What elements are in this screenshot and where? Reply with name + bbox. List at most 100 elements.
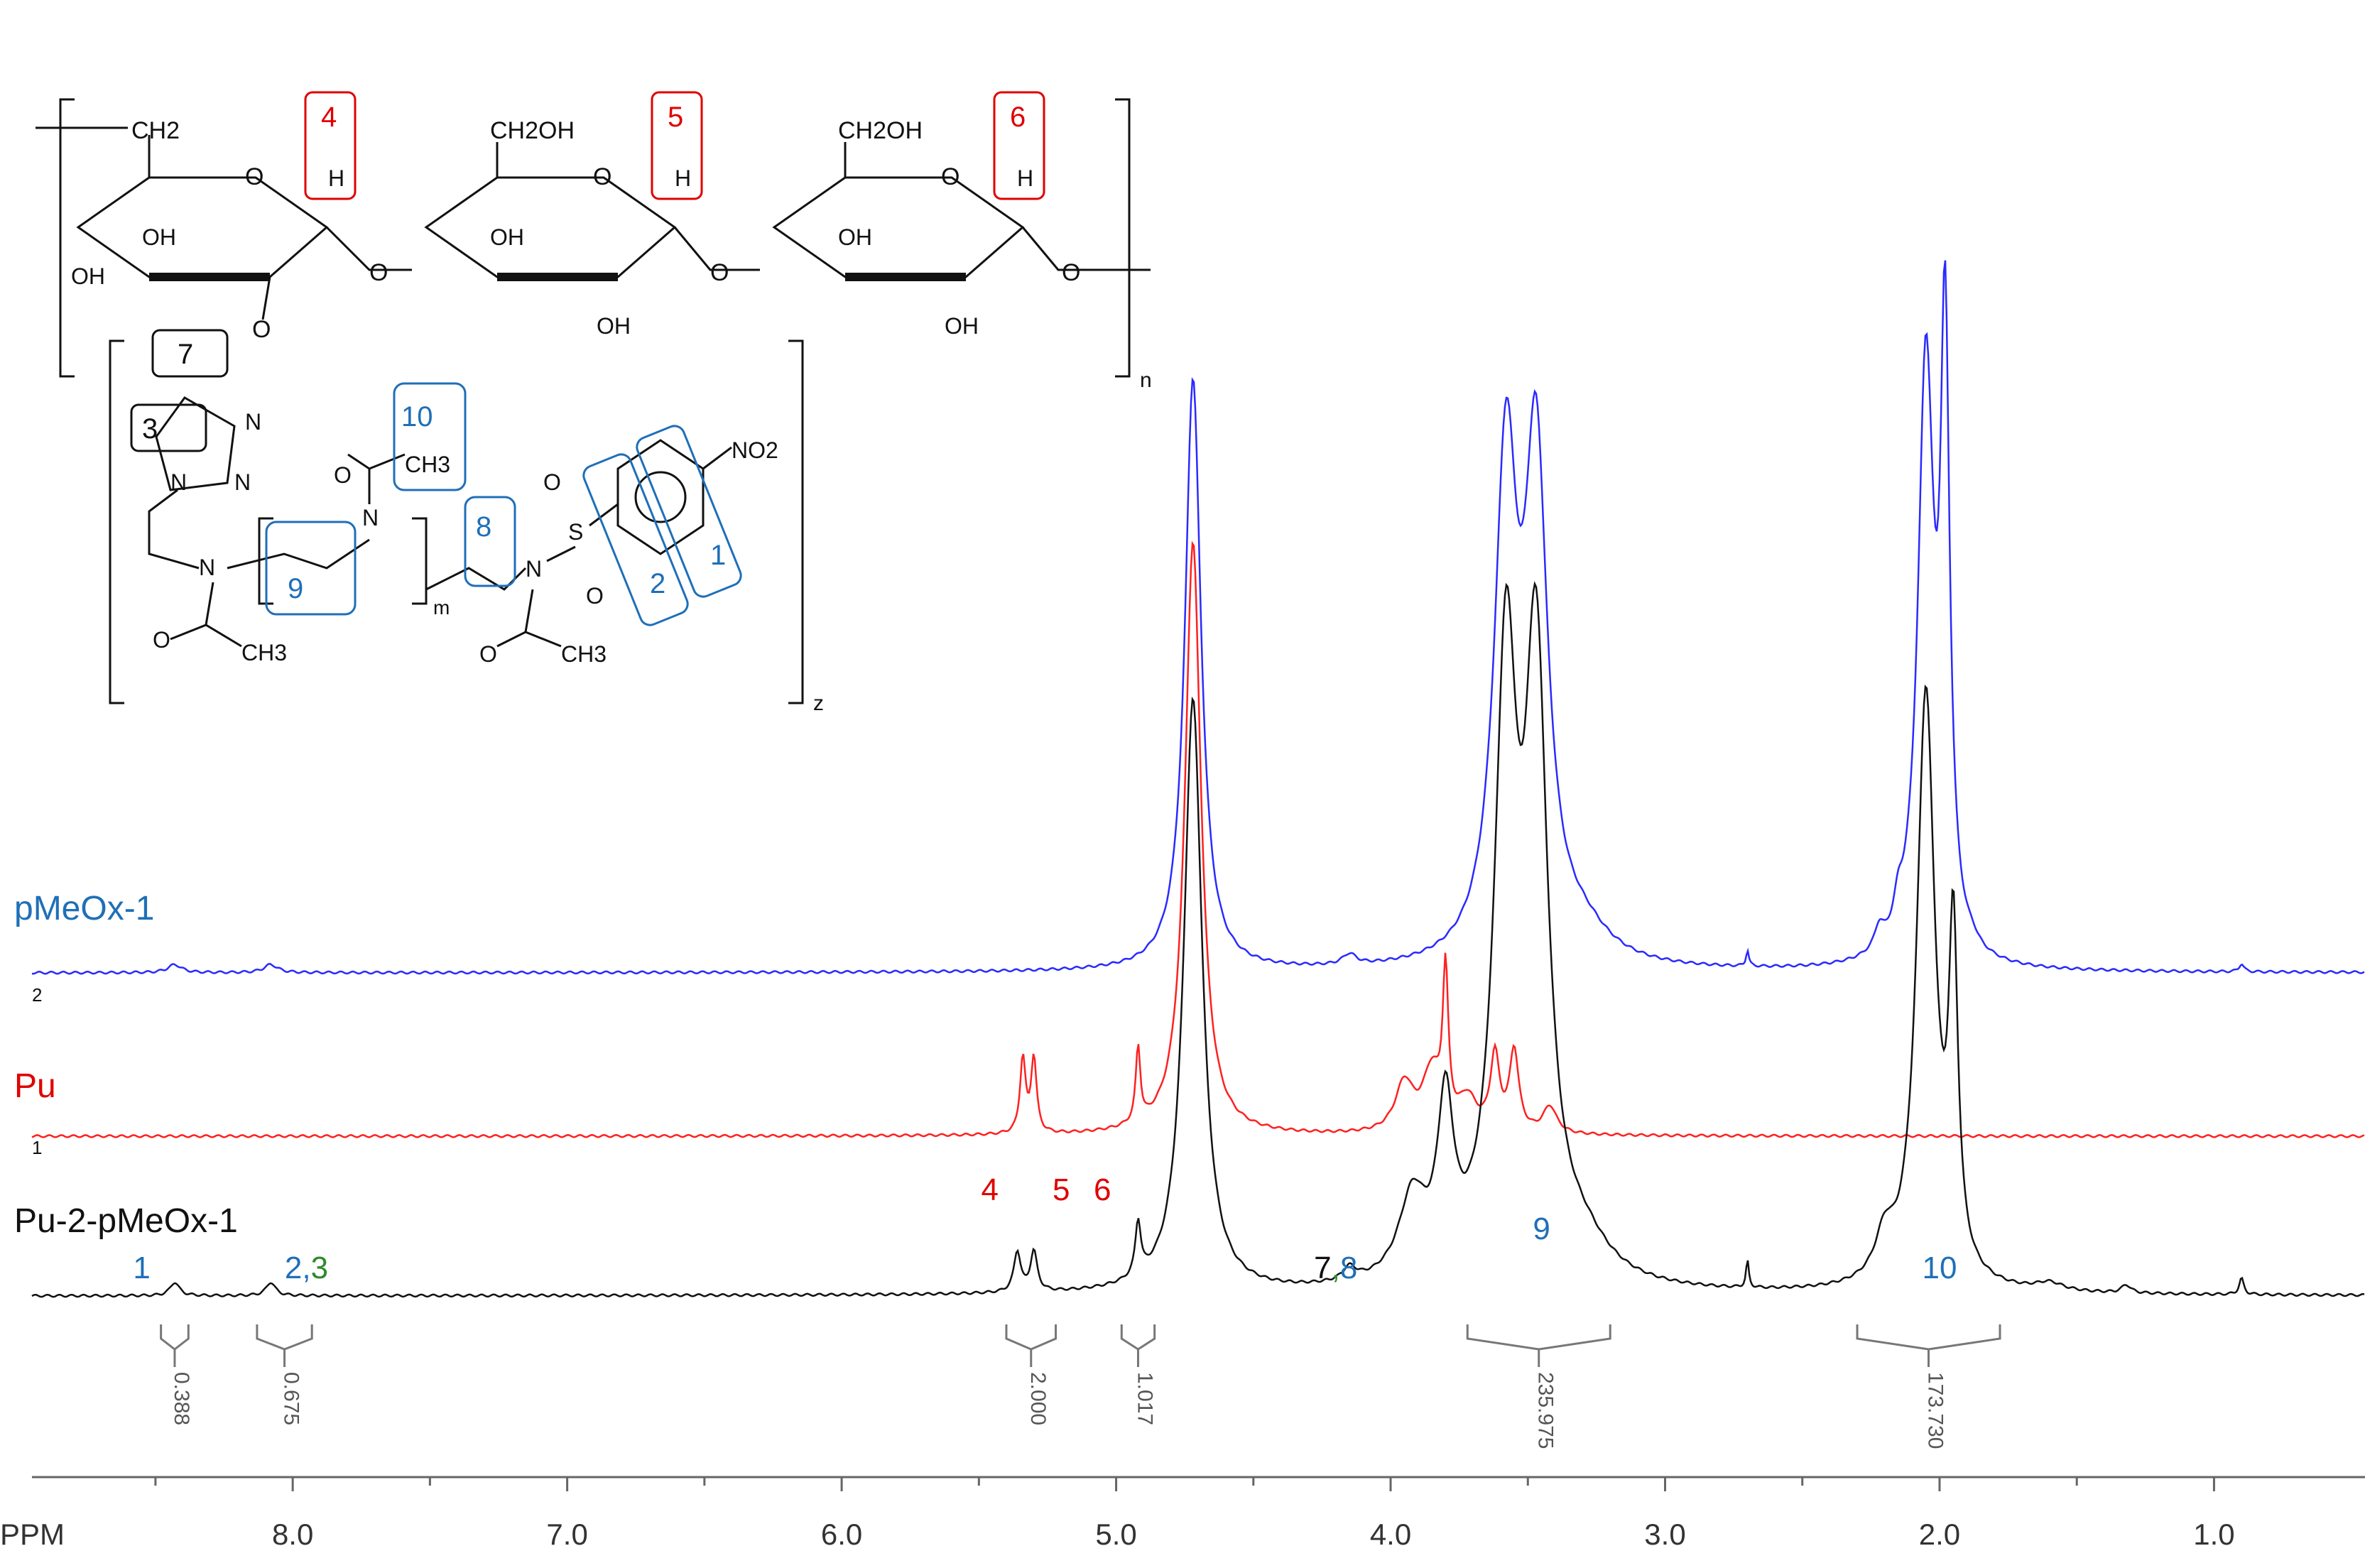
box-2 [582,453,689,626]
integral-bracket [1466,1324,1611,1367]
x-tick-label: 3.0 [1644,1518,1685,1551]
integral-value: 235.975 [1534,1372,1557,1449]
box-1 [636,425,742,598]
integral-value: 1.017 [1133,1372,1156,1425]
ring-1-o-label: O [245,163,263,190]
ring-3-oh-a: OH [838,224,872,250]
sugar-ring-1 [76,176,329,278]
x-tick-label: 4.0 [1370,1518,1411,1551]
trace-number-1: 1 [32,1137,42,1158]
ring-3-link [1021,227,1151,271]
sugar-ring-2 [424,176,677,278]
benzene-ring [616,439,705,555]
acetyl-1-ch3: CH3 [241,640,287,665]
inner-bracket-left [109,339,124,704]
trace-number-2: 2 [32,984,42,1006]
ring-2-ch2oh: CH2OH [490,117,575,144]
peak-label: 10 [1922,1251,1957,1285]
box-9 [265,521,357,616]
acetyl-2-ch3: CH3 [405,452,450,477]
x-tick-label: 1.0 [2193,1518,2234,1551]
ring-1-o-sub-label: O [252,316,271,343]
integral-value: 173.730 [1924,1372,1947,1449]
acetyl-2-o: O [334,462,352,488]
h-label-ring-3: H [1017,165,1033,191]
sulfonyl-o-a: O [543,469,561,495]
sulfonyl-s: S [568,519,583,545]
acetyl-1 [170,582,242,648]
series-label-pu: Pu [14,1067,56,1105]
box-3 [130,403,207,452]
peak-label: 6 [1094,1172,1111,1207]
peak-label: 7,8 [1314,1251,1357,1285]
box-9-number: 9 [288,573,303,604]
box-2-number: 2 [650,568,665,599]
box-10 [393,382,467,491]
glycosidic-o-3: O [1062,259,1080,286]
box-1-number: 1 [710,540,726,571]
x-tick-label: 6.0 [821,1518,862,1551]
h5-number: 5 [668,102,683,133]
amide-n-2: N [362,505,379,530]
triazole-n3: N [170,469,187,495]
spectra-group [31,260,2365,1298]
box-10-number: 10 [401,401,433,432]
x-axis-label: PPM [0,1518,65,1551]
aryl-no2-bond [702,446,732,470]
s-aryl-bond [589,503,619,527]
repeat-backbone [227,538,370,570]
triazole-ring [155,396,236,491]
chemical-structure: n z CH2 O OH OH O O CH2OH O OH OH O CH2O… [36,91,1152,715]
h-label-ring-2: H [675,165,691,191]
box-7-number: 7 [178,339,193,370]
integral-bracket [160,1324,190,1367]
outer-bracket-left [59,98,75,378]
integral-bracket [1856,1324,2001,1367]
integrals: 0.388 0.675 2.000 1.017 235.975 173.730 [160,1324,2001,1449]
ring-1-oh-b: OH [71,263,105,289]
peak-label: 9 [1533,1212,1550,1246]
x-ticks: 8.0 7.0 6.0 5.0 4.0 3.0 2.0 1.0 [154,1477,2235,1551]
acetyl-1-o: O [153,627,170,653]
h6-number: 6 [1010,102,1026,133]
box-8-number: 8 [476,511,491,543]
x-tick-label: 2.0 [1919,1518,1960,1551]
x-tick-label: 7.0 [546,1518,587,1551]
spectrum-line-2 [31,540,2365,1138]
subscript-m: m [433,597,450,619]
peak-label: 1 [133,1251,150,1285]
n-s-bond [546,545,576,562]
x-tick-label: 5.0 [1095,1518,1136,1551]
inner-bracket-right [788,339,804,704]
amide-n-1: N [199,555,215,580]
h5-box [651,91,703,200]
acetyl-3-ch3: CH3 [561,641,607,667]
glycosidic-o-2: O [710,259,729,286]
ring-2-oh-b: OH [597,313,631,339]
spectrum-line-3 [31,581,2365,1298]
integral-value: 0.388 [170,1372,193,1425]
box-3-number: 3 [142,413,158,445]
subscript-n: n [1140,369,1152,392]
ch2-label: CH2 [131,117,180,144]
box-7 [151,329,229,378]
sugar-ring-3 [772,176,1025,278]
peak-label: 2,3 [285,1251,328,1285]
amide-n-3: N [526,556,542,582]
peak-labels: 1 2,3 4 5 6 7,8 9 10 [133,1172,1957,1285]
ring-2-link [673,227,760,271]
h4-box [304,91,357,200]
triazole-n1: N [245,409,261,435]
glycosidic-o-1: O [369,259,388,286]
ring-2-o-label: O [593,163,611,190]
ring-2-oh-a: OH [490,224,524,250]
ring-3-o-label: O [941,163,959,190]
peak-label: 4 [982,1172,999,1207]
acetyl-3-o: O [479,641,497,667]
box-8 [464,496,516,587]
ring-3-oh-b: OH [945,313,979,339]
outer-bracket-right [1115,98,1131,378]
ring-1-oh-a: OH [142,224,176,250]
h6-box [993,91,1045,200]
